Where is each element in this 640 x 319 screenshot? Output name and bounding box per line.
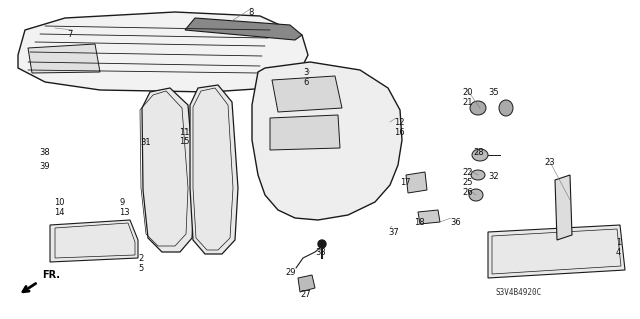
Text: 20: 20 — [462, 88, 472, 97]
Circle shape — [318, 240, 326, 248]
Polygon shape — [270, 115, 340, 150]
Text: 7: 7 — [67, 30, 72, 39]
Text: 32: 32 — [488, 172, 499, 181]
Text: 4: 4 — [616, 248, 621, 257]
Polygon shape — [28, 44, 100, 73]
Text: 15: 15 — [179, 137, 189, 146]
Polygon shape — [142, 88, 195, 252]
Text: S3V4B4920C: S3V4B4920C — [496, 288, 542, 297]
Polygon shape — [185, 18, 302, 40]
Text: 1: 1 — [616, 238, 621, 247]
Polygon shape — [488, 225, 625, 278]
Ellipse shape — [471, 170, 485, 180]
Text: 21: 21 — [462, 98, 472, 107]
Ellipse shape — [499, 100, 513, 116]
Polygon shape — [418, 210, 440, 224]
Text: 37: 37 — [388, 228, 399, 237]
Polygon shape — [18, 12, 308, 92]
Polygon shape — [50, 220, 138, 262]
Text: 8: 8 — [248, 8, 253, 17]
Text: 25: 25 — [462, 178, 472, 187]
Text: 14: 14 — [54, 208, 65, 217]
Text: 18: 18 — [414, 218, 424, 227]
Polygon shape — [406, 172, 427, 193]
Text: 10: 10 — [54, 198, 65, 207]
Text: 11: 11 — [179, 128, 189, 137]
Text: 31: 31 — [140, 138, 150, 147]
Text: 36: 36 — [450, 218, 461, 227]
Text: 28: 28 — [473, 148, 484, 157]
Text: FR.: FR. — [42, 270, 60, 280]
Text: 3: 3 — [303, 68, 308, 77]
Polygon shape — [190, 85, 238, 254]
Text: 9: 9 — [119, 198, 124, 207]
Text: 23: 23 — [544, 158, 555, 167]
Text: 26: 26 — [462, 188, 472, 197]
Text: 39: 39 — [39, 162, 50, 171]
Text: 16: 16 — [394, 128, 404, 137]
Ellipse shape — [470, 101, 486, 115]
Text: 12: 12 — [394, 118, 404, 127]
Text: 33: 33 — [315, 248, 326, 257]
Polygon shape — [252, 62, 402, 220]
Text: 13: 13 — [119, 208, 130, 217]
Text: 2: 2 — [138, 254, 143, 263]
Text: 22: 22 — [462, 168, 472, 177]
Polygon shape — [555, 175, 572, 240]
Text: 5: 5 — [138, 264, 143, 273]
Polygon shape — [272, 76, 342, 112]
Ellipse shape — [469, 189, 483, 201]
Text: 27: 27 — [300, 290, 310, 299]
Text: 6: 6 — [303, 78, 308, 87]
Text: 38: 38 — [39, 148, 50, 157]
Text: 35: 35 — [488, 88, 499, 97]
Text: 29: 29 — [285, 268, 296, 277]
Polygon shape — [298, 275, 315, 292]
Ellipse shape — [472, 149, 488, 161]
Text: 17: 17 — [400, 178, 411, 187]
